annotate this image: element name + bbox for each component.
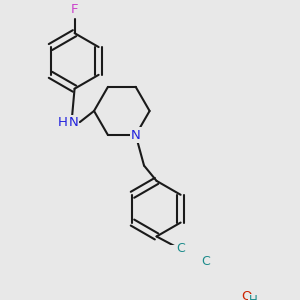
Text: F: F (71, 3, 78, 16)
Text: H: H (58, 116, 68, 129)
Text: H: H (248, 295, 257, 300)
Text: N: N (68, 116, 78, 129)
Text: C: C (201, 255, 210, 268)
Text: C: C (176, 242, 184, 256)
Text: O: O (241, 290, 251, 300)
Text: N: N (131, 128, 141, 142)
